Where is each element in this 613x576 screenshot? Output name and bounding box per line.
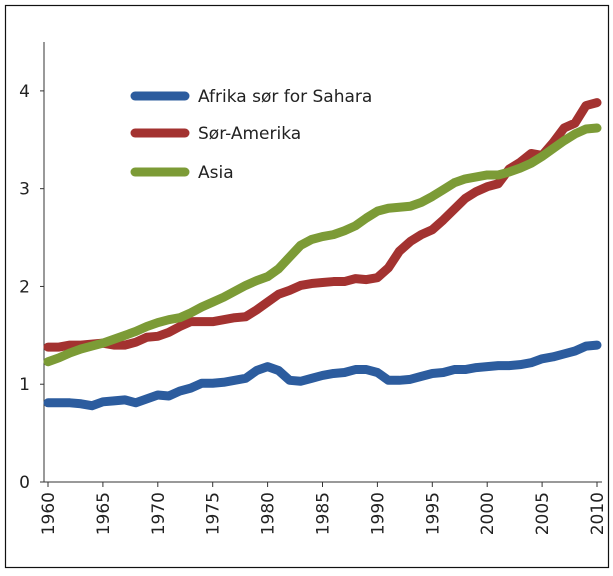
y-tick-label: 2 <box>19 277 30 297</box>
x-tick-label: 1985 <box>314 492 334 535</box>
x-tick-label: 1990 <box>368 492 388 535</box>
frame <box>4 4 610 569</box>
series-line <box>43 123 602 367</box>
y-tick-label: 4 <box>19 82 30 102</box>
y-tick-label: 0 <box>19 473 30 493</box>
y-tick-label: 3 <box>19 180 30 200</box>
x-tick-label: 2010 <box>588 492 608 535</box>
x-tick-label: 1980 <box>259 492 279 535</box>
legend-label: Asia <box>198 163 234 183</box>
x-tick-label: 1965 <box>94 492 114 535</box>
series-line <box>43 340 602 411</box>
series-line <box>43 98 602 352</box>
y-tick-label: 1 <box>19 375 30 395</box>
x-tick-label: 1960 <box>39 492 59 535</box>
x-tick-label: 2000 <box>478 492 498 535</box>
legend-label: Afrika sør for Sahara <box>198 87 372 107</box>
x-tick-label: 1995 <box>423 492 443 535</box>
x-tick-label: 2005 <box>533 492 553 535</box>
x-tick-label: 1975 <box>204 492 224 535</box>
legend-label: Sør-Amerika <box>198 124 301 144</box>
x-tick-label: 1970 <box>149 492 169 535</box>
